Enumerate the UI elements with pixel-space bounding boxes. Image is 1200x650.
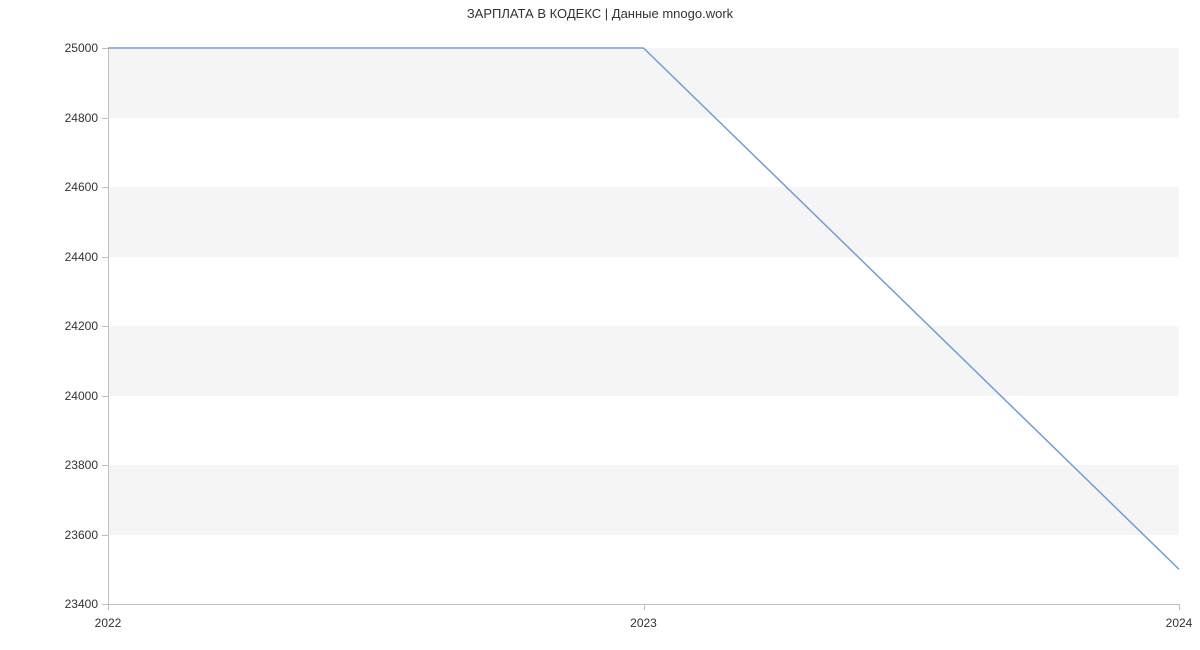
y-tick-label: 23400 [48,597,98,611]
series-layer [108,48,1179,604]
plot-area: 2340023600238002400024200244002460024800… [108,48,1179,604]
series-line [108,48,1179,569]
x-tick-mark [1179,604,1180,610]
y-tick-label: 23800 [48,458,98,472]
y-tick-label: 24600 [48,180,98,194]
y-tick-label: 24400 [48,250,98,264]
y-tick-label: 24800 [48,111,98,125]
chart-title: ЗАРПЛАТА В КОДЕКС | Данные mnogo.work [0,6,1200,21]
y-tick-label: 25000 [48,41,98,55]
x-tick-label: 2022 [95,616,122,630]
x-tick-label: 2023 [630,616,657,630]
y-tick-label: 24000 [48,389,98,403]
x-tick-label: 2024 [1166,616,1193,630]
line-chart: ЗАРПЛАТА В КОДЕКС | Данные mnogo.work 23… [0,0,1200,650]
y-tick-label: 23600 [48,528,98,542]
y-tick-label: 24200 [48,319,98,333]
x-axis-line [108,604,1179,605]
